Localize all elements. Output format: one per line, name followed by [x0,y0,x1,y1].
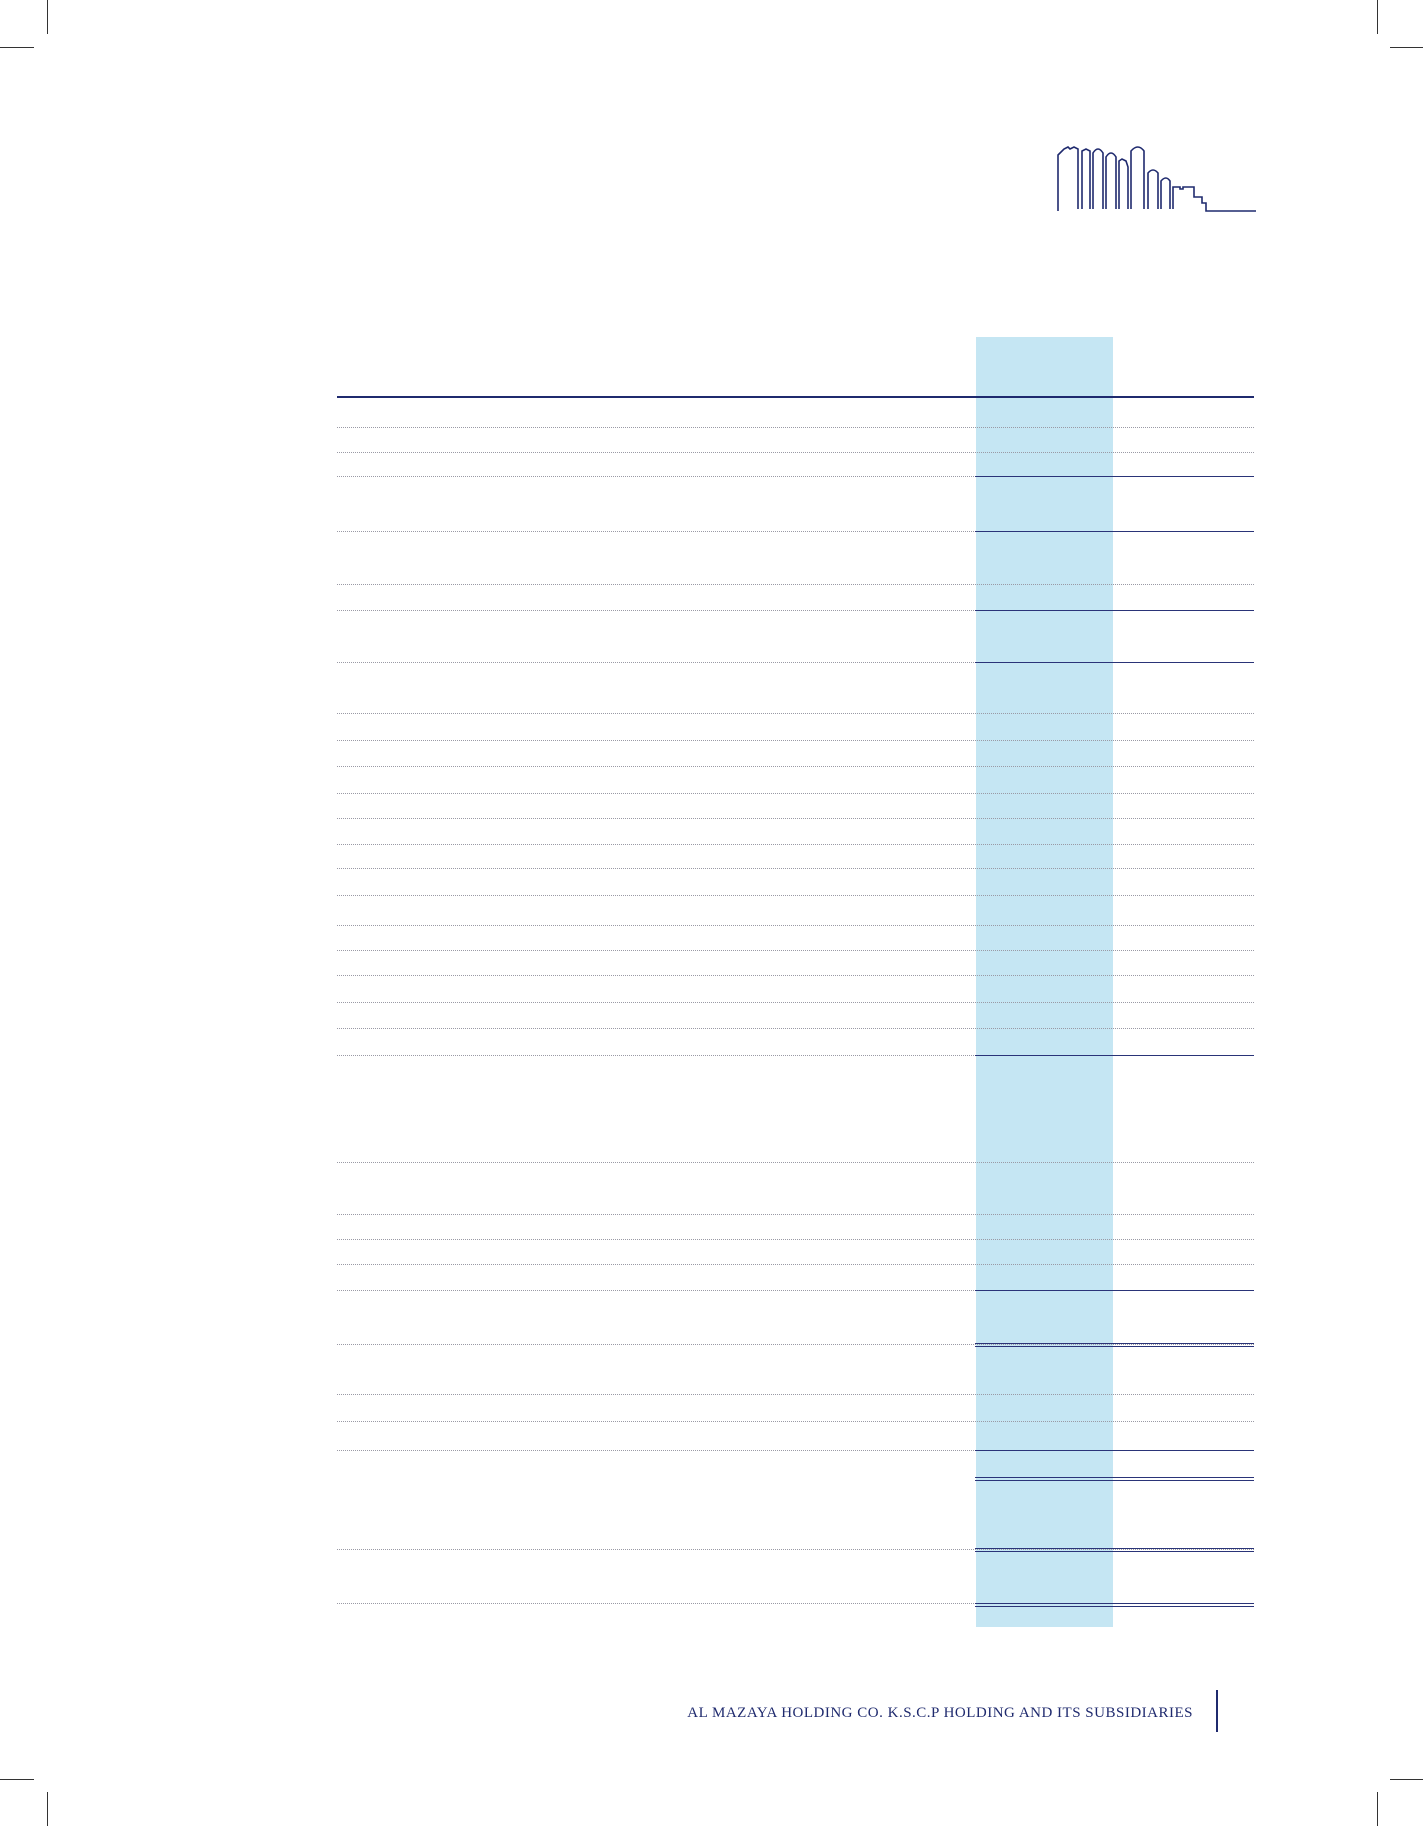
row-divider [337,610,1254,611]
footer-divider [1216,1690,1218,1732]
row-divider [337,766,1254,767]
row-divider [337,1290,1254,1291]
row-divider [337,818,1254,819]
row-divider [337,584,1254,585]
crop-mark [47,1792,48,1826]
subtotal-rule [975,662,1254,663]
row-divider [337,662,1254,663]
row-divider [337,1344,1254,1345]
city-skyline-icon [1057,146,1256,212]
total-double-rule [975,1603,1254,1607]
subtotal-rule [975,1450,1254,1451]
row-divider [337,452,1254,453]
footer-company-name: AL MAZAYA HOLDING CO. K.S.C.P HOLDING AN… [687,1705,1193,1721]
crop-mark [0,47,34,48]
crop-mark [1377,1792,1378,1826]
row-divider [337,925,1254,926]
row-divider [337,1028,1254,1029]
row-divider [337,1214,1254,1215]
row-divider [337,531,1254,532]
crop-mark [0,1779,34,1780]
row-divider [337,868,1254,869]
row-divider [337,975,1254,976]
subtotal-rule [975,476,1254,477]
row-divider [337,1421,1254,1422]
crop-mark [1390,1779,1423,1780]
row-divider [337,1002,1254,1003]
row-divider [337,713,1254,714]
row-divider [337,1055,1254,1056]
row-divider [337,844,1254,845]
total-double-rule [975,1343,1254,1347]
subtotal-rule [975,610,1254,611]
row-divider [337,1603,1254,1604]
row-divider [337,1264,1254,1265]
row-divider [337,1549,1254,1550]
subtotal-rule [975,531,1254,532]
row-divider [337,427,1254,428]
row-divider [337,740,1254,741]
total-double-rule [975,1548,1254,1552]
financial-table [337,0,1254,1826]
table-header-rule [337,396,1254,398]
row-divider [337,1450,1254,1451]
crop-mark [47,0,48,34]
row-divider [337,476,1254,477]
row-divider [337,1162,1254,1163]
row-divider [337,1394,1254,1395]
row-divider [337,793,1254,794]
row-divider [337,1239,1254,1240]
crop-mark [1390,47,1423,48]
row-divider [337,895,1254,896]
subtotal-rule [975,1290,1254,1291]
total-double-rule [975,1477,1254,1481]
crop-mark [1377,0,1378,34]
current-year-column-highlight [976,337,1113,1627]
subtotal-rule [975,1055,1254,1056]
row-divider [337,950,1254,951]
